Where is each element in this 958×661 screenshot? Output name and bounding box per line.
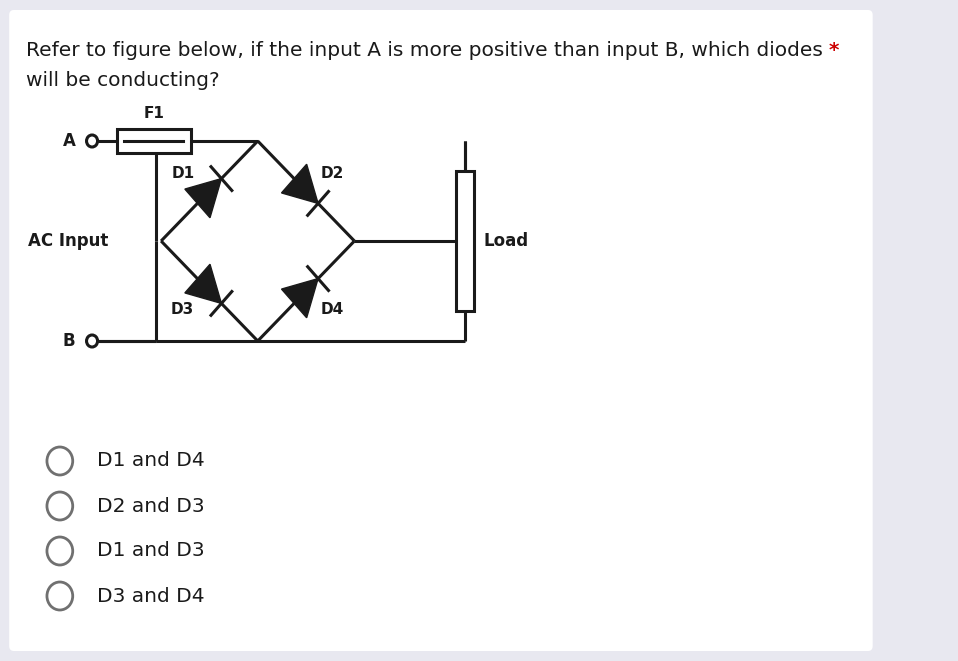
Text: Load: Load <box>483 232 529 250</box>
Polygon shape <box>185 178 221 217</box>
Polygon shape <box>185 264 221 303</box>
Text: D1: D1 <box>172 165 195 180</box>
Text: B: B <box>63 332 76 350</box>
Text: F1: F1 <box>144 106 164 121</box>
Text: D2: D2 <box>320 165 344 180</box>
Bar <box>456 171 474 311</box>
Text: D1 and D4: D1 and D4 <box>97 451 204 471</box>
Polygon shape <box>282 278 318 318</box>
Text: D2 and D3: D2 and D3 <box>97 496 204 516</box>
Text: will be conducting?: will be conducting? <box>26 71 219 90</box>
Text: D4: D4 <box>320 301 344 317</box>
Text: D3 and D4: D3 and D4 <box>97 586 204 605</box>
Bar <box>117 129 191 153</box>
Text: *: * <box>829 41 839 60</box>
Text: A: A <box>62 132 76 150</box>
Text: D1 and D3: D1 and D3 <box>97 541 204 561</box>
Text: Refer to figure below, if the input A is more positive than input B, which diode: Refer to figure below, if the input A is… <box>26 41 823 60</box>
Text: AC Input: AC Input <box>28 232 108 250</box>
Polygon shape <box>282 164 318 204</box>
Text: D3: D3 <box>171 301 194 317</box>
FancyBboxPatch shape <box>10 10 873 651</box>
